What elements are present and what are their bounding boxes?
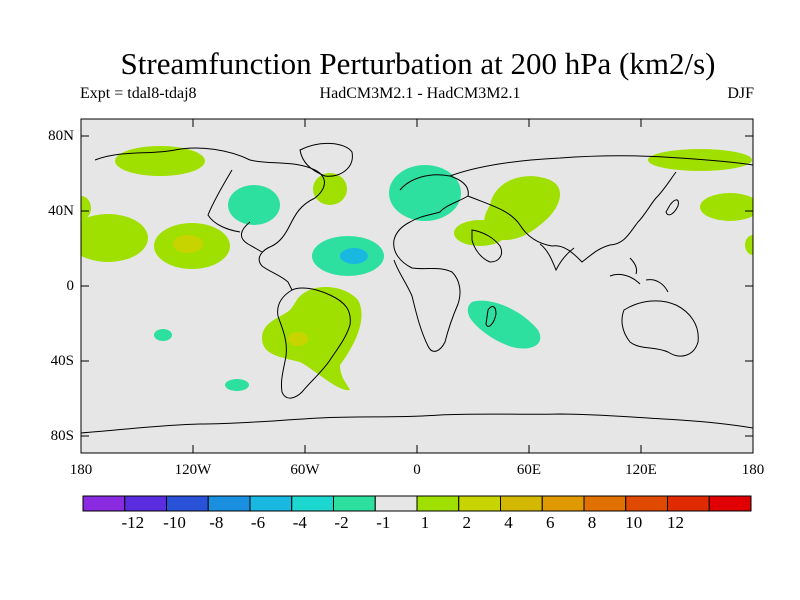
colorbar-segment <box>374 495 418 512</box>
colorbar-label: 4 <box>504 513 513 532</box>
lon-label-120e: 120E <box>625 462 657 478</box>
colorbar-segment <box>708 495 752 512</box>
colorbar-segment <box>166 495 209 512</box>
colorbar-label: -8 <box>209 513 224 532</box>
colorbar-label: 12 <box>667 513 684 532</box>
colorbar-segment <box>333 495 376 512</box>
colorbar-label: 8 <box>587 513 597 532</box>
field-north-pacific-east-positive <box>648 149 752 171</box>
colorbar-label: 6 <box>546 513 555 532</box>
colorbar-segment <box>625 495 668 512</box>
field-west-asia-positive <box>483 176 561 241</box>
colorbar-label: 2 <box>462 513 472 532</box>
lon-label-60e: 60E <box>516 462 542 478</box>
contour-fields <box>81 146 753 391</box>
colorbar-label: -2 <box>334 513 349 532</box>
colorbar <box>82 495 752 512</box>
coast-asia <box>449 155 753 263</box>
lat-label-0: 0 <box>66 278 75 294</box>
season-label: DJF <box>727 85 754 102</box>
field-west-us-negative <box>228 185 280 225</box>
field-south-pacific-negative <box>154 329 172 341</box>
colorbar-segment <box>416 495 460 512</box>
lat-label-40n: 40N <box>48 203 74 219</box>
page-title: Streamfunction Perturbation at 200 hPa (… <box>120 46 716 81</box>
field-west-pacific-positive <box>700 193 753 221</box>
field-south-america-positive <box>262 286 362 391</box>
lat-label-40s: 40S <box>50 353 74 369</box>
coast-south-america <box>277 287 351 399</box>
coast-india <box>539 243 575 272</box>
colorbar-label: -1 <box>376 513 391 532</box>
colorbar-segment <box>249 495 293 512</box>
colorbar-segment <box>291 495 334 512</box>
colorbar-segment <box>500 495 543 512</box>
field-europe-negative <box>389 165 461 221</box>
lon-ticks <box>192 119 642 453</box>
lat-label-80n: 80N <box>48 128 74 144</box>
colorbar-segment <box>541 495 585 512</box>
colorbar-label: -10 <box>163 513 186 532</box>
colorbar-segment <box>124 495 167 512</box>
field-north-atlantic-positive <box>313 173 347 205</box>
coast-greenland <box>299 143 353 177</box>
field-central-america-core <box>173 235 203 253</box>
field-south-africa-negative <box>467 300 541 349</box>
lon-label-120w: 120W <box>174 462 212 478</box>
colorbar-segment <box>207 495 251 512</box>
colorbar-label: -4 <box>292 513 307 532</box>
coast-north-america <box>94 147 325 291</box>
colorbar-label: 10 <box>625 513 643 532</box>
lon-label-60w: 60W <box>290 462 320 478</box>
colorbar-label: 1 <box>420 513 430 532</box>
coast-antarctica <box>81 413 753 434</box>
colorbar-label: -12 <box>121 513 145 532</box>
colorbar-segment <box>82 495 126 512</box>
field-east-pacific-wrap-positive <box>81 196 91 220</box>
colorbar-segment <box>458 495 501 512</box>
coast-madagascar <box>485 306 497 327</box>
field-north-pacific-positive <box>115 146 205 176</box>
coastlines <box>81 143 753 434</box>
colorbar-segment <box>583 495 627 512</box>
lat-ticks <box>81 135 753 437</box>
coast-australia <box>621 300 699 357</box>
field-middle-east-positive <box>454 220 506 246</box>
lat-label-80s: 80S <box>50 428 74 444</box>
colorbar-label: -6 <box>250 513 266 532</box>
field-east-pacific-positive <box>81 214 148 262</box>
experiment-label: Expt = tdal8-tdaj8 <box>80 85 197 102</box>
field-date-line-positive <box>745 235 753 255</box>
lon-label-0: 0 <box>413 462 421 478</box>
field-south-america-core <box>288 332 308 346</box>
field-atlantic-core <box>340 248 368 264</box>
colorbar-segment <box>667 495 710 512</box>
lon-label-180e: 180 <box>741 462 765 478</box>
lon-label-180w: 180 <box>69 462 93 478</box>
coast-japan <box>665 199 679 216</box>
model-label: HadCM3M2.1 - HadCM3M2.1 <box>319 85 521 102</box>
coast-se-asia-islands <box>609 257 669 293</box>
field-southern-ocean-negative <box>225 379 249 391</box>
coast-arabia <box>471 229 503 263</box>
